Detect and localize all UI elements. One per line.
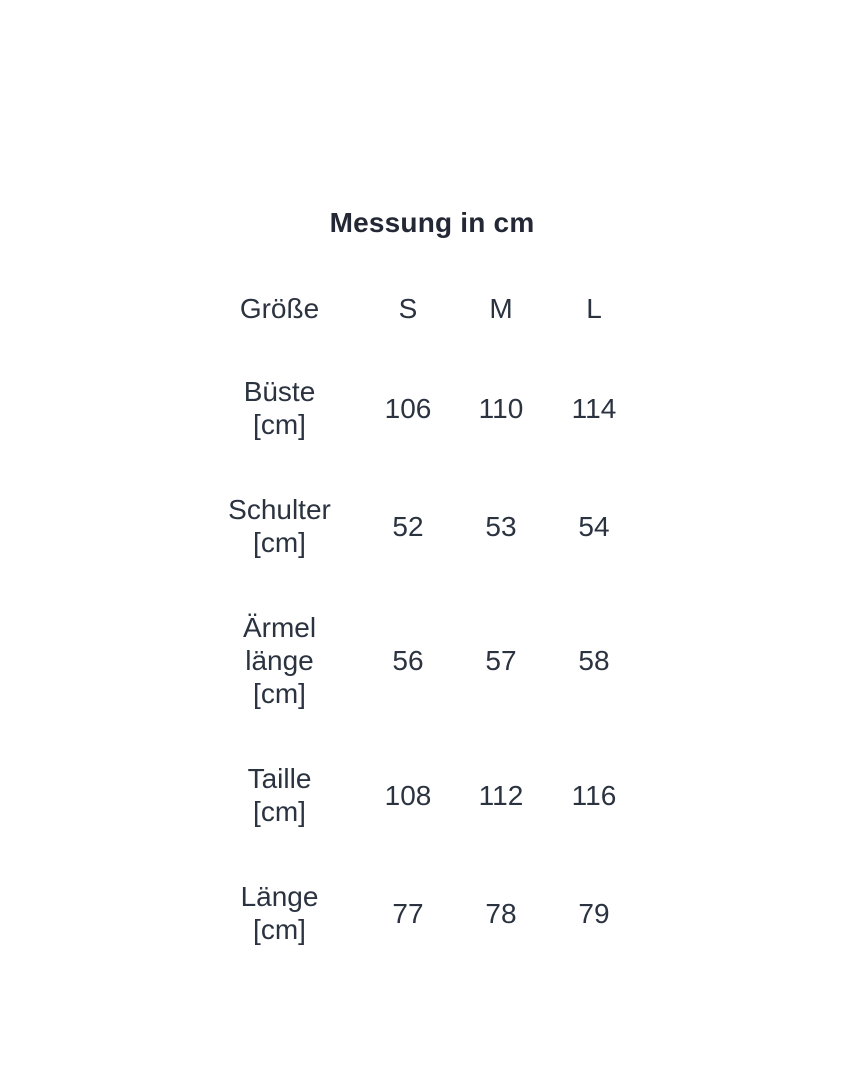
table-row-bueste: Büste [cm] 106 110 114 [224,349,641,467]
cell-value-schulter-l: 54 [578,510,610,542]
row-label-line: Taille [247,763,312,794]
table-row-laenge: Länge [cm] 77 78 79 [224,854,641,972]
cell-value-schulter-m: 53 [485,510,517,542]
cell-value-aermellaenge-m: 57 [485,645,517,676]
column-gap [336,292,362,349]
row-label-line: länge [245,645,314,676]
cell-value-taille-l: 116 [571,779,617,811]
row-label-unit: [cm] [253,678,306,709]
table-row-aermellaenge: Ärmel länge [cm] 56 57 58 [224,585,641,736]
row-label-taille: Taille [cm] [224,736,336,854]
size-chart-content: Messung in cm Größe S M L Büste [cm] [224,207,641,972]
row-label-unit: [cm] [253,409,306,440]
cell-value-laenge-l: 79 [578,897,610,929]
row-label-schulter: Schulter [cm] [224,467,336,585]
row-label-line: Schulter [228,494,331,525]
column-gap [336,467,362,585]
size-table: Größe S M L Büste [cm] 106 110 114 [224,292,641,972]
size-table-header: Größe S M L [224,292,641,349]
row-label-unit: [cm] [253,796,306,827]
column-gap [336,854,362,972]
cell-value-aermellaenge-l: 58 [578,645,610,676]
cell-value-laenge-s: 77 [392,897,424,929]
cell-value-bueste-m: 110 [478,392,524,424]
table-row-taille: Taille [cm] 108 112 116 [224,736,641,854]
column-header-m: M [489,293,513,324]
cell-value-bueste-l: 114 [571,392,617,424]
column-header-s: S [398,293,418,324]
header-row: Größe S M L [224,292,641,349]
cell-value-schulter-s: 52 [392,510,424,542]
cell-value-bueste-s: 106 [384,392,432,424]
row-label-unit: [cm] [253,527,306,558]
size-table-body: Büste [cm] 106 110 114 Schulter [cm] 52 [224,349,641,972]
cell-value-taille-s: 108 [384,779,432,811]
row-label-aermellaenge: Ärmel länge [cm] [224,585,336,736]
row-label-line: Büste [243,376,316,407]
column-gap [336,736,362,854]
row-label-unit: [cm] [253,914,306,945]
row-label-line: Ärmel [242,612,317,643]
row-label-laenge: Länge [cm] [224,854,336,972]
column-gap [336,349,362,467]
cell-value-laenge-m: 78 [485,897,517,929]
row-label-bueste: Büste [cm] [224,349,336,467]
column-header-l: L [586,293,602,324]
row-label-line: Länge [240,881,319,912]
column-gap [336,585,362,736]
column-header-groesse: Größe [239,293,320,324]
cell-value-aermellaenge-s: 56 [392,645,424,676]
table-row-schulter: Schulter [cm] 52 53 54 [224,467,641,585]
page-title: Messung in cm [329,207,535,238]
cell-value-taille-m: 112 [478,779,524,811]
